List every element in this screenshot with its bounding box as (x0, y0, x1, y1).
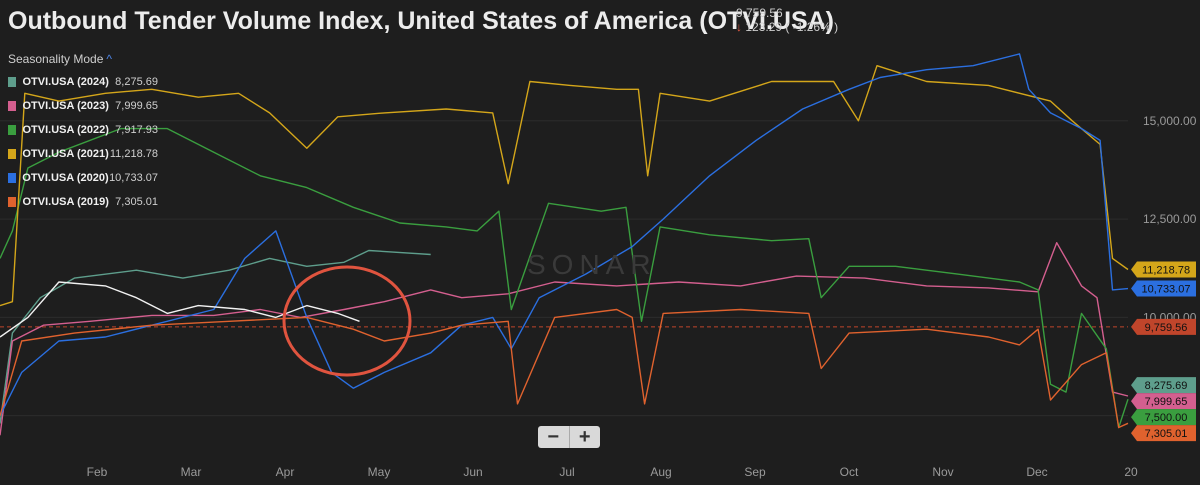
last-value: 9,759.56 (736, 6, 783, 20)
series-line (0, 127, 1129, 429)
legend-name: OTVI.USA (2022) (22, 124, 109, 136)
series-line (0, 308, 1129, 429)
end-label-text: 8,275.69 (1145, 380, 1188, 392)
series-line (0, 249, 431, 424)
legend-name: OTVI.USA (2024) (22, 76, 109, 88)
end-label-tag (1131, 280, 1196, 297)
legend-value: 8,275.69 (115, 76, 158, 88)
legend: OTVI.USA (2024) 8,275.69 OTVI.USA (2023) 7,… (8, 70, 158, 214)
x-tick-label: Feb (87, 465, 108, 479)
end-label-text: 7,999.65 (1145, 396, 1188, 408)
zoom-controls: − + (538, 426, 600, 448)
x-tick-label: Sep (744, 465, 766, 479)
x-tick-label: May (368, 465, 391, 479)
legend-swatch (8, 197, 17, 207)
legend-swatch (8, 101, 17, 111)
zoom-out-button[interactable]: − (538, 426, 570, 448)
legend-name: OTVI.USA (2023) (22, 100, 109, 112)
x-tick-label: 20 (1124, 465, 1138, 479)
series-line (0, 281, 360, 338)
series-line (0, 64, 1129, 307)
price-readout: 9,759.56 ↓ 123.29 ( -1.26% ) (736, 6, 838, 34)
end-label-tag (1131, 261, 1196, 278)
legend-item[interactable]: OTVI.USA (2020) 10,733.07 (8, 166, 158, 190)
legend-value: 7,305.01 (115, 196, 158, 208)
gridlines (0, 120, 1128, 417)
x-tick-label: Aug (650, 465, 671, 479)
zoom-in-button[interactable]: + (578, 426, 591, 448)
legend-item[interactable]: OTVI.USA (2024) 8,275.69 (8, 70, 158, 94)
end-label-text: 11,218.78 (1142, 264, 1190, 276)
series-line (0, 53, 1129, 417)
end-label-tag (1131, 318, 1196, 335)
series-lines (0, 53, 1129, 436)
legend-item[interactable]: OTVI.USA (2023) 7,999.65 (8, 94, 158, 118)
x-tick-label: Jul (559, 465, 574, 479)
end-label-tag (1131, 377, 1196, 394)
legend-item[interactable]: OTVI.USA (2019) 7,305.01 (8, 190, 158, 214)
end-label-text: 9,759.56 (1145, 322, 1188, 334)
x-tick-label: Jun (463, 465, 482, 479)
change-value: 123.29 ( -1.26% ) (745, 20, 839, 34)
seasonality-mode-toggle[interactable]: Seasonality Mode ^ (8, 52, 112, 66)
end-value-labels: 11,218.78 10,733.07 9,759.56 8,275.69 7,999.… (1131, 261, 1196, 442)
legend-item[interactable]: OTVI.USA (2021) 11,218.78 (8, 142, 158, 166)
legend-value: 11,218.78 (109, 148, 158, 160)
down-arrow-icon: ↓ (736, 20, 742, 34)
x-tick-label: Apr (276, 465, 295, 479)
legend-name: OTVI.USA (2019) (22, 196, 109, 208)
annotation-circle (282, 265, 412, 377)
chevron-up-icon: ^ (106, 52, 113, 66)
end-label-tag (1131, 425, 1196, 442)
legend-item[interactable]: OTVI.USA (2022) 7,917.93 (8, 118, 158, 142)
x-tick-label: Oct (840, 465, 859, 479)
y-tick-label: 15,000.00 (1143, 114, 1197, 128)
legend-swatch (8, 173, 17, 183)
legend-value: 7,917.93 (115, 124, 158, 136)
seasonality-label: Seasonality Mode (8, 52, 104, 66)
x-tick-label: Nov (932, 465, 953, 479)
legend-value: 10,733.07 (109, 172, 158, 184)
end-label-tag (1131, 393, 1196, 410)
legend-name: OTVI.USA (2020) (22, 172, 109, 184)
page-title: Outbound Tender Volume Index, United Sta… (8, 7, 835, 35)
x-axis-ticks: Feb Mar Apr May Jun Jul Aug Sep Oct Nov Dec 20 (87, 465, 1138, 479)
end-label-text: 7,500.00 (1145, 412, 1188, 424)
end-label-tag (1131, 409, 1196, 426)
legend-name: OTVI.USA (2021) (22, 148, 109, 160)
x-tick-label: Mar (181, 465, 202, 479)
end-label-text: 10,733.07 (1142, 284, 1191, 296)
legend-swatch (8, 77, 17, 87)
end-label-text: 7,305.01 (1145, 428, 1188, 440)
legend-swatch (8, 125, 17, 135)
legend-swatch (8, 149, 17, 159)
y-tick-label: 12,500.00 (1143, 212, 1197, 226)
watermark: SONAR (527, 249, 657, 280)
legend-value: 7,999.65 (115, 100, 158, 112)
x-tick-label: Dec (1026, 465, 1047, 479)
series-line (0, 241, 1129, 436)
